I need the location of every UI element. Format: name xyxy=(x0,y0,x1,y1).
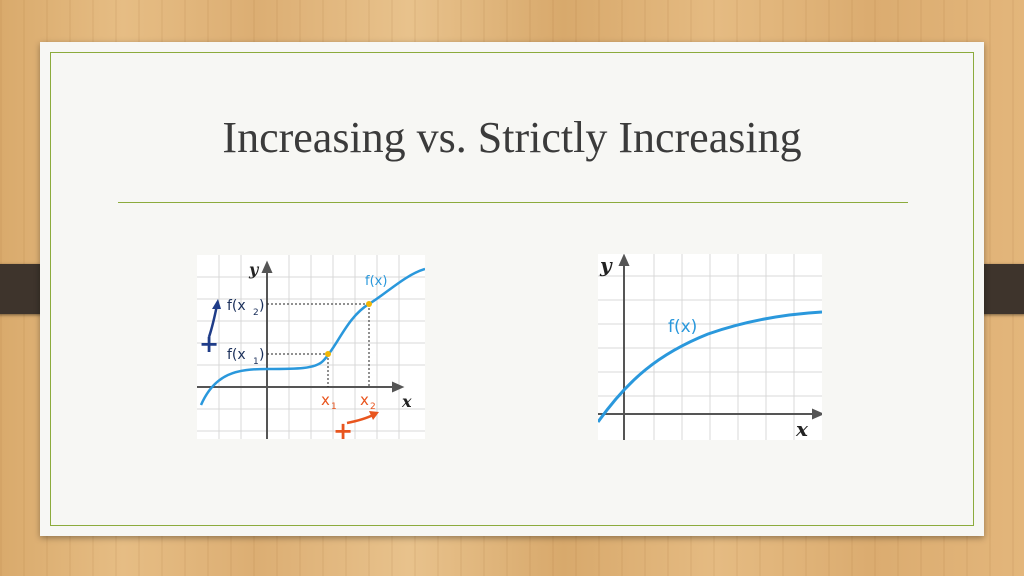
curve-label: f(x) xyxy=(668,317,697,337)
dotted-guides xyxy=(267,303,370,387)
vertical-arrow-icon xyxy=(207,299,221,338)
x1-text: x xyxy=(321,391,330,409)
x-axis-label: x xyxy=(795,417,809,440)
grid xyxy=(197,255,425,439)
increasing-function-graph: y x f(x) f(x 2 ) f(x 1 ) x 1 x 2 xyxy=(197,255,426,445)
fx2-text: f(x xyxy=(227,298,246,314)
x2-subscript: 2 xyxy=(370,402,376,412)
title-divider xyxy=(118,202,908,203)
point-x2 xyxy=(366,301,372,307)
fx2-label: f(x 2 ) xyxy=(227,298,264,318)
x2-label: x 2 xyxy=(360,391,376,412)
slide-title: Increasing vs. Strictly Increasing xyxy=(222,113,802,162)
fx1-label: f(x 1 ) xyxy=(227,347,264,367)
increasing-graph-svg: y x f(x) f(x 2 ) f(x 1 ) x 1 x 2 xyxy=(197,255,426,445)
strictly-increasing-function-graph: y x f(x) xyxy=(596,253,825,441)
y-axis-label: y xyxy=(599,254,613,277)
fx2-close: ) xyxy=(259,298,264,314)
x-axis-label: x xyxy=(401,392,412,411)
point-x1 xyxy=(325,351,331,357)
grid xyxy=(598,254,822,440)
vertical-plus-sign: + xyxy=(199,330,219,358)
slide: Increasing vs. Strictly Increasing xyxy=(40,42,984,536)
strictly-increasing-curve xyxy=(596,310,823,423)
x1-subscript: 1 xyxy=(331,402,337,412)
horizontal-plus-sign: + xyxy=(333,417,353,439)
curve-label: f(x) xyxy=(365,274,387,289)
axes xyxy=(598,253,825,440)
increasing-curve xyxy=(199,267,426,406)
y-axis-label: y xyxy=(248,260,260,279)
fx1-close: ) xyxy=(259,347,264,363)
slide-border xyxy=(50,52,974,526)
x1-label: x 1 xyxy=(321,391,337,412)
fx1-text: f(x xyxy=(227,347,246,363)
fx2-subscript: 2 xyxy=(253,308,259,318)
horizontal-arrow-icon xyxy=(346,411,379,425)
strictly-increasing-graph-svg: y x f(x) xyxy=(596,253,825,441)
x2-text: x xyxy=(360,391,369,409)
fx1-subscript: 1 xyxy=(253,357,259,367)
